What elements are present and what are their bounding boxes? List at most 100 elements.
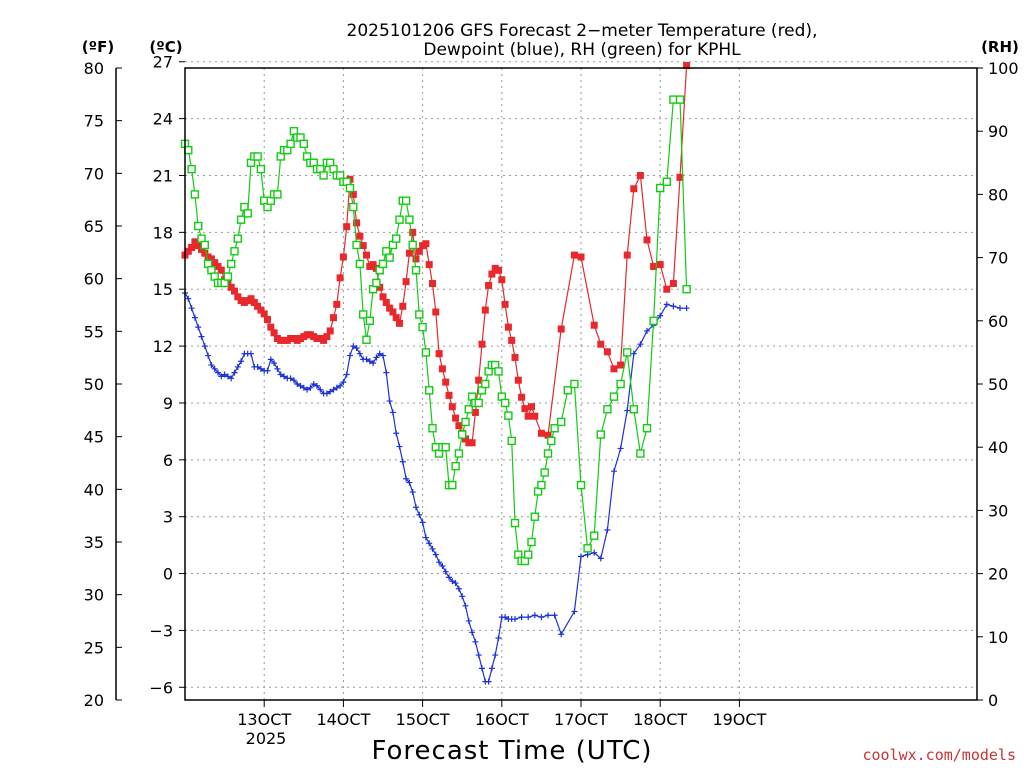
temperature-point: [485, 281, 493, 289]
temperature-point: [343, 223, 351, 231]
rh-tick-label: 20: [988, 565, 1008, 584]
temperature-point: [650, 262, 658, 270]
dewpoint-point: [300, 384, 307, 391]
temperature-point: [597, 340, 605, 348]
rh-point: [415, 310, 424, 319]
rh-point: [349, 202, 358, 212]
rh-point: [609, 392, 619, 401]
dewpoint-point: [294, 381, 301, 387]
rh-point: [557, 417, 566, 427]
dewpoint-point: [373, 354, 380, 361]
temperature-point: [214, 262, 222, 270]
dewpoint-point: [584, 551, 591, 558]
dewpoint-point: [188, 305, 195, 312]
temperature-point: [376, 283, 384, 291]
rh-point: [570, 379, 579, 389]
temperature-point: [511, 353, 519, 361]
rh-point: [461, 417, 470, 427]
temperature-point: [359, 242, 367, 250]
x-tick-label: 18OCT: [633, 710, 687, 729]
temperature-point: [508, 336, 516, 344]
dewpoint-point: [663, 301, 670, 308]
rh-point: [510, 518, 520, 528]
rh-point: [233, 234, 243, 243]
dewpoint-point: [492, 652, 499, 659]
rh-tick-label: 50: [988, 375, 1008, 394]
credit-text: coolwx.com/models: [862, 746, 1016, 764]
fahrenheit-tick-label: 30: [84, 586, 104, 605]
dewpoint-point: [347, 352, 353, 359]
fahrenheit-tick-label: 20: [84, 691, 104, 710]
dewpoint-point: [551, 612, 558, 619]
dewpoint-point: [205, 352, 212, 359]
dewpoint-point: [413, 504, 419, 511]
rh-point: [675, 95, 685, 104]
temperature-point: [201, 249, 209, 257]
temperature-point: [356, 232, 364, 240]
rh-point: [223, 272, 233, 281]
temperature-point: [194, 242, 202, 250]
dewpoint-point: [442, 568, 449, 575]
dewpoint-point: [363, 356, 370, 363]
temperature-point: [402, 278, 410, 286]
temperature-point: [333, 300, 341, 308]
dewpoint-point: [479, 665, 485, 672]
rh-point: [401, 196, 411, 205]
dewpoint-point: [340, 379, 347, 386]
fahrenheit-tick-label: 60: [84, 270, 104, 289]
dewpoint-point: [525, 614, 532, 621]
dewpoint-point: [218, 373, 225, 380]
rh-point: [385, 253, 394, 262]
dewpoint-point: [670, 303, 677, 310]
gridlines: [185, 61, 977, 700]
dewpoint-point: [310, 381, 317, 387]
x-tick-label: 17OCT: [554, 710, 608, 729]
dewpoint-point: [409, 489, 416, 496]
dewpoint-point: [376, 350, 383, 357]
rh-point: [187, 164, 196, 174]
fahrenheit-tick-label: 75: [84, 112, 104, 131]
temperature-point: [481, 306, 489, 314]
dewpoint-point: [449, 578, 456, 585]
dewpoint-point: [323, 390, 330, 397]
rh-point: [319, 171, 328, 180]
rh-point: [193, 221, 203, 231]
temperature-point: [188, 244, 196, 252]
temperature-point: [498, 276, 506, 284]
temperature-point: [270, 329, 278, 337]
dewpoint-point: [238, 358, 245, 365]
temperature-point: [231, 287, 238, 295]
dewpoint-point: [512, 616, 518, 623]
fahrenheit-tick-label: 65: [84, 217, 104, 236]
dewpoint-point: [571, 608, 578, 615]
temperature-point: [471, 408, 479, 416]
plot-area-frame: [184, 67, 978, 701]
rh-point: [682, 285, 691, 294]
series-dewpoint: [182, 290, 690, 685]
x-tick-label: 16OCT: [475, 710, 529, 729]
dewpoint-point: [558, 631, 565, 638]
temperature-point: [396, 319, 403, 327]
dewpoint-point: [389, 409, 396, 416]
dewpoint-point: [208, 362, 215, 369]
rh-point: [405, 215, 414, 224]
rh-point: [352, 240, 361, 250]
temperature-point: [462, 435, 469, 443]
temperature-point: [475, 376, 483, 384]
dewpoint-point: [426, 540, 433, 547]
temperature-point: [379, 293, 387, 301]
temperature-point: [656, 261, 664, 269]
temperature-point: [425, 261, 433, 269]
rh-point: [494, 367, 503, 376]
rh-tick-label: 60: [988, 312, 1008, 331]
celsius-tick-label: −3: [149, 621, 173, 640]
temperature-point: [405, 249, 413, 257]
dewpoint-point: [429, 545, 436, 552]
rh-point: [441, 443, 450, 452]
rh-point: [590, 531, 599, 540]
dewpoint-point: [185, 295, 192, 302]
chart-title-line1: 2025101206 GFS Forecast 2−meter Temperat…: [347, 21, 818, 41]
dewpoint-point: [455, 585, 462, 592]
dewpoint-point: [234, 363, 241, 370]
